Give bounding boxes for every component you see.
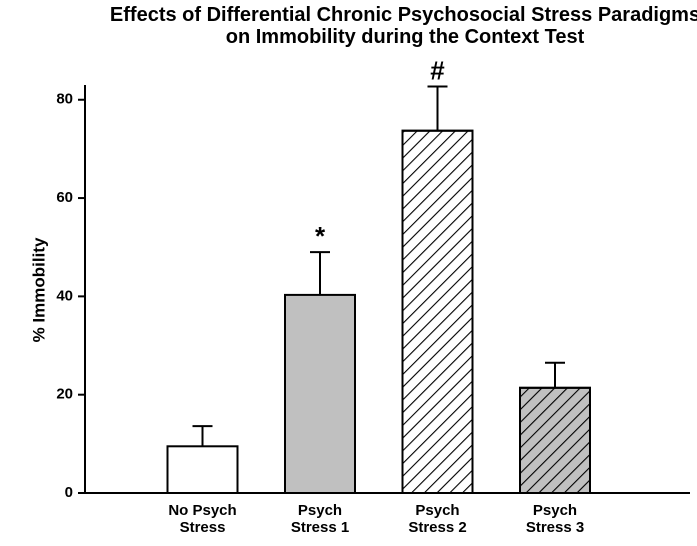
annotation: #: [430, 55, 445, 85]
x-tick-label: No Psych Stress: [168, 502, 237, 536]
bar: [284, 293, 356, 495]
bar-hatch: [401, 129, 474, 494]
bar: [166, 445, 239, 495]
x-tick-label: Psych Stress 1: [290, 502, 350, 536]
x-tick-label: Psych Stress 2: [408, 502, 467, 536]
chart-title: Effects of Differential Chronic Psychoso…: [109, 4, 697, 48]
y-tick-label: 20: [56, 386, 73, 403]
y-tick-label: 40: [56, 287, 73, 304]
y-axis-label: % Immobility: [29, 237, 48, 342]
y-tick-label: 80: [56, 91, 73, 108]
bar-hatch: [519, 386, 591, 494]
y-tick-label: 60: [56, 189, 73, 206]
x-tick-label: Psych Stress 3: [525, 502, 585, 536]
y-tick-label: 0: [65, 484, 73, 501]
annotation: *: [315, 221, 326, 251]
